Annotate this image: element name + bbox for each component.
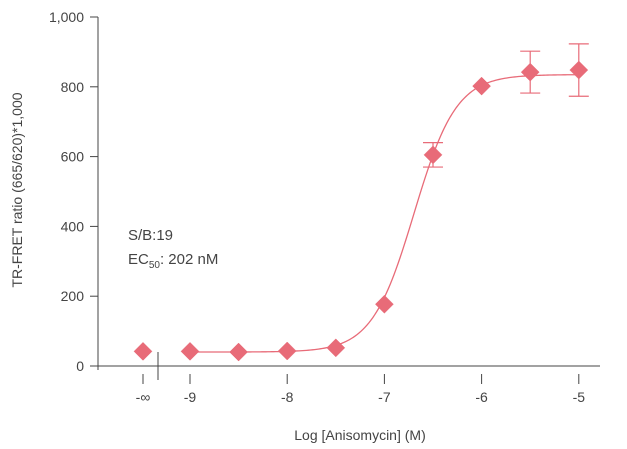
data-points-layer	[133, 60, 589, 362]
y-tick-label: 600	[61, 149, 85, 165]
data-point	[375, 294, 394, 314]
y-tick-label: 800	[61, 79, 85, 95]
y-tick-label: 1,000	[49, 9, 84, 25]
sb-annotation: S/B:19	[128, 227, 173, 244]
y-axis-title: TR-FRET ratio (665/620)*1,000	[9, 92, 25, 287]
data-point	[423, 145, 443, 165]
x-axis-title: Log [Anisomycin] (M)	[294, 427, 425, 443]
x-tick-label: -∞	[136, 389, 151, 405]
data-point	[520, 62, 540, 82]
tick-labels-layer: 0 200 400 600 800 1,000 -∞ -9 -8 -7 -6 -5	[49, 9, 585, 405]
ec50-prefix: EC	[128, 251, 149, 268]
data-point	[277, 341, 297, 361]
x-tick-label: -5	[573, 389, 586, 405]
ec50-subscript: 50	[149, 260, 161, 271]
data-point	[326, 338, 346, 358]
data-point	[472, 76, 491, 96]
data-point	[180, 341, 200, 361]
data-point	[133, 341, 153, 361]
x-tick-label: -8	[281, 389, 294, 405]
data-point	[229, 342, 248, 362]
y-tick-label: 400	[61, 218, 85, 234]
axes	[90, 16, 600, 384]
ec50-annotation: EC50: 202 nM	[128, 251, 218, 271]
y-tick-label: 0	[76, 358, 84, 374]
ec50-value: : 202 nM	[160, 251, 218, 268]
error-bars-layer	[423, 43, 589, 168]
x-tick-label: -7	[378, 389, 391, 405]
x-tick-label: -6	[475, 389, 488, 405]
data-point	[569, 60, 589, 80]
y-tick-label: 200	[61, 288, 85, 304]
x-tick-label: -9	[184, 389, 197, 405]
